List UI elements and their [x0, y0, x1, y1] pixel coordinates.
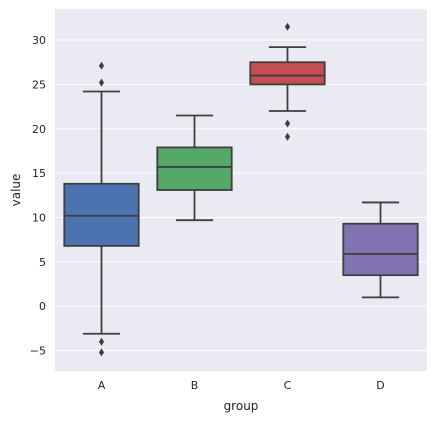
x-axis-label: group [224, 399, 259, 413]
y-tick-label: −5 [30, 345, 46, 358]
outlier-point [98, 348, 105, 357]
x-tick-label: A [98, 379, 106, 392]
outlier-point [98, 78, 105, 87]
y-tick-label: 0 [39, 300, 46, 313]
box-group-c [249, 22, 326, 141]
box-group-b [156, 114, 233, 222]
x-tick-label: B [191, 379, 199, 392]
y-tick-label: 15 [32, 167, 46, 180]
y-tick-label: 5 [39, 256, 46, 269]
boxes [63, 22, 419, 357]
y-tick-label: 25 [32, 78, 46, 91]
box-group-a [63, 61, 140, 357]
y-tick-label: 10 [32, 212, 46, 225]
x-tick-label: C [284, 379, 292, 392]
outlier-point [98, 337, 105, 346]
outlier-point [284, 132, 291, 141]
x-tick-labels: A B C D [98, 379, 385, 392]
y-tick-labels: −5 0 5 10 15 20 25 30 [30, 34, 46, 358]
box-b [156, 146, 233, 191]
outlier-point [98, 61, 105, 70]
outlier-point [284, 119, 291, 128]
box-group-d [342, 201, 419, 299]
box-c [249, 61, 326, 86]
y-tick-label: 30 [32, 34, 46, 47]
outlier-point [284, 22, 291, 31]
y-tick-label: 20 [32, 123, 46, 136]
y-axis-label: value [9, 174, 23, 207]
box-d [342, 222, 419, 277]
x-tick-label: D [376, 379, 384, 392]
